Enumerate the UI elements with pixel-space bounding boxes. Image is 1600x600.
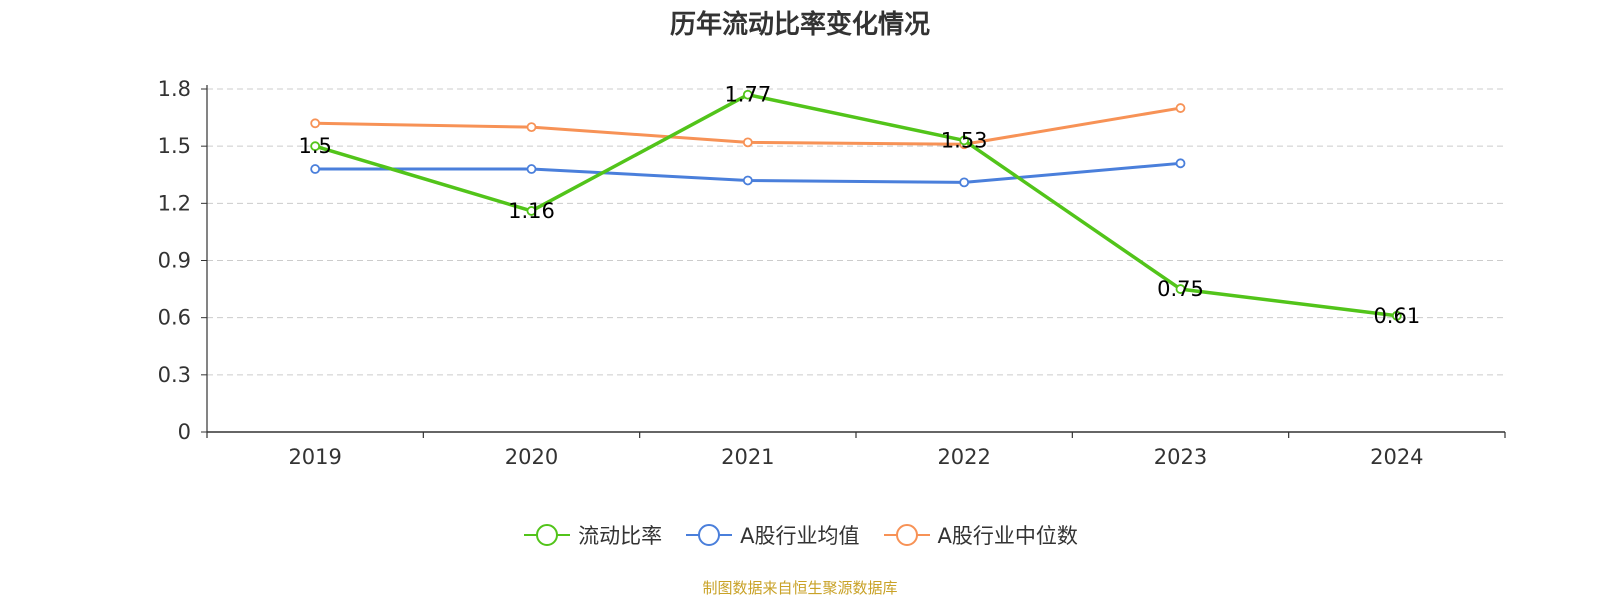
x-tick-label: 2021 <box>721 445 774 469</box>
legend-marker <box>895 524 918 546</box>
data-label: 1.5 <box>298 134 331 158</box>
data-point <box>1175 284 1186 294</box>
data-point <box>526 206 537 216</box>
source-note: 制图数据来自恒生聚源数据库 <box>702 579 898 597</box>
legend: 流动比率 A股行业均值 A股行业中位数 <box>0 520 1600 550</box>
legend-item[interactable]: 流动比率 <box>522 520 662 550</box>
data-point <box>310 141 321 152</box>
data-point <box>742 175 753 186</box>
data-point <box>1175 158 1186 169</box>
data-point <box>526 164 537 174</box>
legend-label: A股行业均值 <box>740 524 860 548</box>
legend-swatch-icon <box>686 524 733 546</box>
y-tick-label: 1.2 <box>158 191 191 215</box>
data-point <box>742 89 753 100</box>
y-tick-label: 0.9 <box>158 249 191 273</box>
legend-swatch-icon <box>524 524 571 546</box>
data-label: 0.75 <box>1157 277 1204 301</box>
x-tick-label: 2024 <box>1370 445 1423 469</box>
x-tick-label: 2019 <box>288 445 341 469</box>
data-point <box>959 177 970 188</box>
chart-title: 历年流动比率变化情况 <box>669 10 930 40</box>
y-tick-label: 0 <box>178 420 191 444</box>
grid-lines <box>207 88 1505 376</box>
legend-label: 流动比率 <box>578 524 663 548</box>
data-label: 1.16 <box>508 199 555 223</box>
legend-swatch-icon <box>883 524 930 546</box>
series-line <box>314 92 1398 318</box>
data-label: 0.61 <box>1373 304 1420 328</box>
data-point <box>526 122 537 133</box>
legend-item[interactable]: A股行业均值 <box>684 520 860 550</box>
data-label: 1.77 <box>724 83 771 107</box>
data-point <box>742 137 753 148</box>
y-tick-label: 1.8 <box>158 77 191 101</box>
data-labels: 1.5 1.16 1.77 1.53 0.75 0.61 <box>298 83 1420 328</box>
x-tick-label: 2020 <box>505 445 558 469</box>
x-tick-label: 2023 <box>1154 445 1207 469</box>
data-point <box>1391 310 1402 321</box>
y-tick-label: 0.6 <box>158 306 191 330</box>
series <box>310 89 1402 321</box>
data-point <box>310 164 321 174</box>
legend-item[interactable]: A股行业中位数 <box>882 520 1078 550</box>
legend-marker <box>698 524 721 546</box>
legend-label: A股行业中位数 <box>937 524 1078 548</box>
data-point <box>310 118 321 129</box>
legend-marker <box>536 524 559 546</box>
x-tick-label: 2022 <box>937 445 990 469</box>
data-label: 1.53 <box>941 128 988 152</box>
axes: 0 0.3 0.6 0.9 1.2 1.5 1.8 2019 2020 2021 2022 2023 2… <box>158 77 1506 469</box>
y-tick-label: 1.5 <box>158 134 191 158</box>
data-point <box>959 135 970 146</box>
data-point <box>1175 103 1186 113</box>
y-tick-label: 0.3 <box>158 363 191 387</box>
